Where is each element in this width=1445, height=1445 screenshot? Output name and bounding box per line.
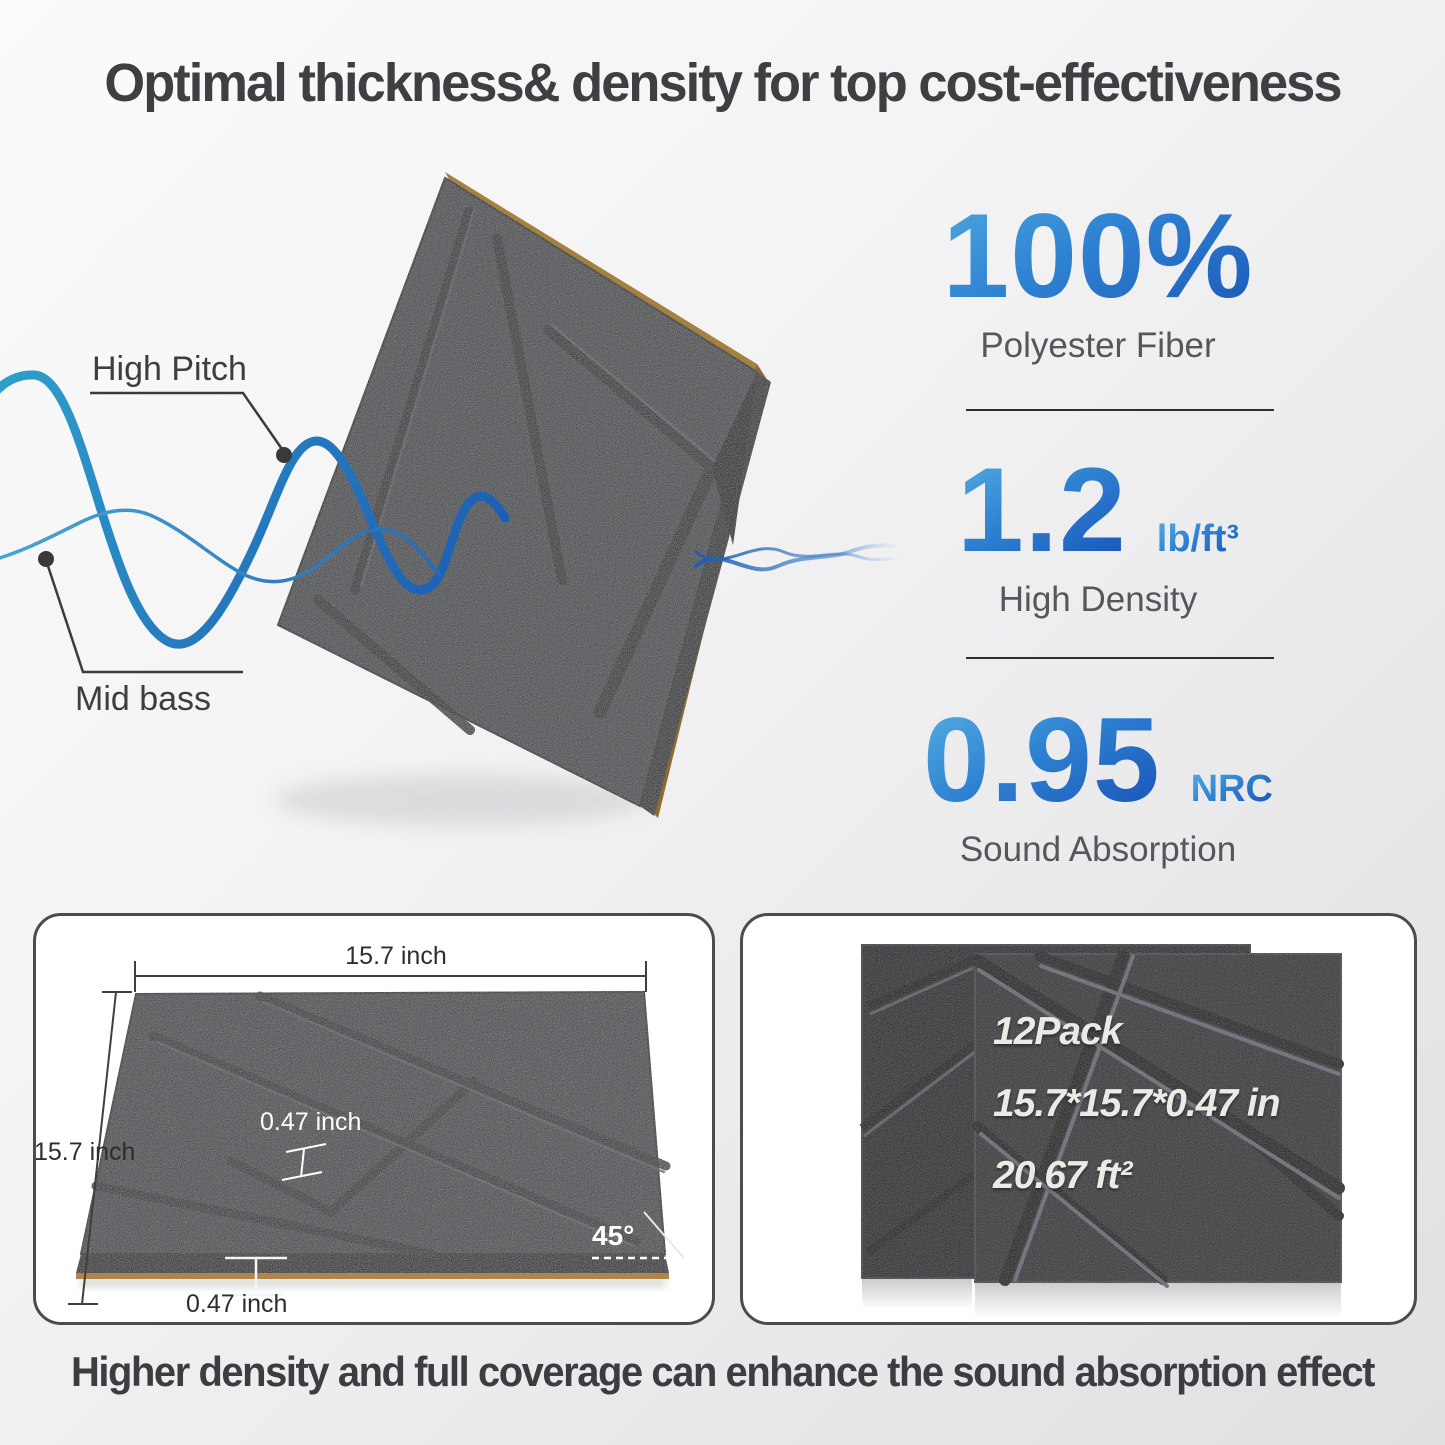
acoustic-panel-illustration: [0, 172, 900, 826]
panel-shadow: [275, 774, 645, 826]
callout-mid-bass: [44, 559, 243, 674]
callout-dot-mid-bass: [38, 551, 54, 567]
dimension-spec-card: 15.7 inch 15.7 inch 0.47 inch 0.47 inch …: [33, 913, 715, 1325]
stat-nrc-label: Sound Absorption: [959, 830, 1237, 869]
pack-info-card: 12Pack 15.7*15.7*0.47 in 20.67 ft²: [740, 913, 1417, 1325]
spec-angle-marks: [592, 1211, 685, 1260]
spec-panel-side-edge: [76, 1254, 669, 1273]
pack-reflection-front: [975, 1282, 1341, 1318]
spec-angle-label: 45°: [592, 1220, 635, 1251]
sound-wave-exit: [694, 543, 900, 572]
panel-groove-highlights: [359, 208, 718, 588]
stat-nrc-unit: NRC: [1190, 768, 1273, 810]
callout-high-pitch: [90, 391, 286, 453]
stat-density: 1.2 lb/ft³ High Density: [878, 450, 1318, 620]
pack-coverage-label: 20.67 ft²: [993, 1154, 1132, 1197]
spec-panel-shadow: [81, 1278, 666, 1287]
spec-panel-drawing: [68, 961, 685, 1305]
stat-divider-1: [966, 409, 1274, 411]
page-title: Optimal thickness& density for top cost-…: [104, 53, 1342, 113]
stat-density-value: 1.2: [956, 443, 1127, 577]
stat-density-label: High Density: [998, 580, 1198, 619]
pack-panel-front-grooves: [971, 950, 1345, 1286]
pack-panel-back-grooves: [859, 956, 978, 1256]
sound-wave-low: [0, 508, 442, 584]
label-mid-bass: Mid bass: [75, 680, 212, 718]
spec-panel-groove-highlights: [155, 1000, 666, 1248]
spec-width-label: 15.7 inch: [345, 942, 447, 970]
pack-panel-front-groove-highlights: [977, 954, 1341, 1288]
spec-height-label: 15.7 inch: [34, 1138, 136, 1166]
callout-dot-high-pitch: [276, 447, 292, 463]
stat-polyester-value: 100%: [878, 196, 1318, 316]
pack-panel-back-groove-highlights: [863, 966, 976, 1138]
pack-reflection-back: [862, 1279, 972, 1309]
panel-corner-shadow: [712, 372, 757, 545]
pack-panels-drawing: [859, 944, 1345, 1318]
stat-divider-2: [966, 657, 1274, 659]
spec-groove-depth-tick: [281, 1143, 327, 1181]
spec-panel-backing-line: [76, 1273, 669, 1279]
spec-thickness-tick: [225, 1256, 287, 1297]
panel-backing-edge: [445, 172, 766, 378]
spec-thickness-label: 0.47 inch: [186, 1290, 288, 1318]
panel-front-face: [276, 176, 759, 808]
pack-count-label: 12Pack: [993, 1010, 1122, 1053]
stat-density-unit: lb/ft³: [1156, 518, 1240, 560]
spec-dim-lines: [68, 961, 647, 1305]
stat-nrc: 0.95 NRC Sound Absorption: [878, 700, 1318, 870]
footer-caption: Higher density and full coverage can enh…: [70, 1348, 1375, 1395]
spec-groove-depth-label: 0.47 inch: [260, 1108, 362, 1136]
pack-dimensions-label: 15.7*15.7*0.47 in: [993, 1082, 1281, 1125]
spec-panel-grooves: [91, 991, 671, 1259]
stat-polyester-label: Polyester Fiber: [980, 326, 1216, 365]
stat-nrc-value: 0.95: [923, 693, 1161, 827]
stat-polyester: 100% Polyester Fiber: [878, 196, 1318, 366]
label-high-pitch: High Pitch: [92, 350, 247, 388]
